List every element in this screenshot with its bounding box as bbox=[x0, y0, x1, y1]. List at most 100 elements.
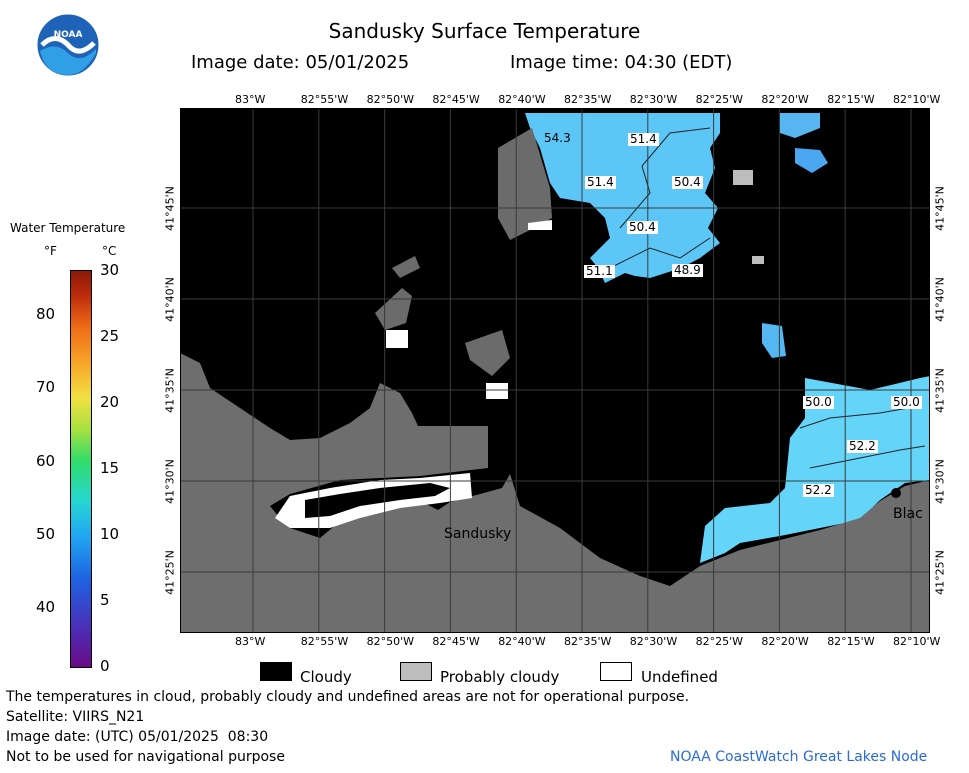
longitude-label: 82°30'W bbox=[629, 635, 678, 648]
colorbar-f-tick: 60 bbox=[36, 451, 56, 470]
temp-label: 51.4 bbox=[628, 132, 659, 146]
temp-label: 52.2 bbox=[803, 483, 834, 497]
longitude-label: 82°50'W bbox=[366, 635, 414, 648]
map bbox=[180, 108, 930, 633]
temp-label: 51.4 bbox=[585, 175, 616, 189]
water-fragment bbox=[780, 113, 820, 138]
longitude-label: 82°20'W bbox=[761, 635, 809, 648]
isotherm bbox=[799, 405, 921, 429]
longitude-label: 82°25'W bbox=[695, 635, 743, 648]
latitude-label: 41°45'N bbox=[163, 186, 177, 231]
longitude-label: 82°45'W bbox=[432, 635, 480, 648]
nav-warning: Not to be used for navigational purpose bbox=[6, 749, 285, 765]
undefined-patch bbox=[386, 330, 408, 348]
island-gray bbox=[498, 128, 552, 240]
colorbar-unit-f: °F bbox=[44, 244, 57, 258]
satellite: Satellite: VIIRS_N21 bbox=[6, 709, 145, 725]
credit: NOAA CoastWatch Great Lakes Node bbox=[670, 749, 928, 765]
map-border bbox=[180, 108, 930, 633]
longitude-label: 82°35'W bbox=[564, 635, 612, 648]
legend-undefined-swatch bbox=[600, 662, 632, 681]
colorbar-f-tick: 50 bbox=[36, 525, 56, 543]
colorbar-c-tick: 5 bbox=[100, 591, 110, 609]
temp-label: 54.3 bbox=[542, 131, 573, 145]
graticule bbox=[180, 108, 930, 633]
water-fragment bbox=[762, 323, 786, 358]
longitude-label: 82°25'W bbox=[695, 93, 743, 106]
undefined-patch bbox=[486, 383, 508, 399]
colorbar-title: Water Temperature bbox=[10, 221, 126, 235]
island-gray bbox=[392, 256, 420, 278]
latitude-label: 41°25'N bbox=[933, 550, 947, 595]
longitude-label: 82°15'W bbox=[827, 635, 875, 648]
utc-date: Image date: (UTC) 05/01/2025 08:30 bbox=[6, 729, 269, 745]
noaa-logo-text: NOAA bbox=[54, 30, 83, 40]
temp-label: 51.1 bbox=[584, 264, 615, 278]
image-time: Image time: 04:30 (EDT) bbox=[510, 52, 733, 73]
place-label-black-river: Blac bbox=[893, 506, 923, 522]
colorbar-f-tick: 80 bbox=[36, 305, 56, 323]
latitude-label: 41°45'N bbox=[933, 186, 947, 231]
water-fragment bbox=[795, 148, 828, 173]
cloud-strip bbox=[305, 483, 450, 518]
temp-label: 50.4 bbox=[627, 220, 658, 234]
longitude-label: 82°10'W bbox=[893, 635, 941, 648]
temp-label: 50.0 bbox=[803, 395, 834, 409]
colorbar-f-tick: 40 bbox=[36, 598, 56, 617]
colorbar-c-tick: 0 bbox=[100, 657, 110, 675]
latitude-label: 41°30'N bbox=[933, 459, 947, 504]
colorbar-c-tick: 30 bbox=[100, 261, 120, 279]
temp-label: 48.9 bbox=[672, 263, 703, 277]
page-title: Sandusky Surface Temperature bbox=[328, 19, 641, 43]
probably-cloudy-patch bbox=[752, 256, 764, 264]
colorbar-unit-c: °C bbox=[102, 244, 117, 258]
legend-probably-cloudy-swatch bbox=[400, 662, 432, 681]
longitude-label: 82°55'W bbox=[300, 635, 349, 648]
colorbar-c-tick: 25 bbox=[100, 327, 120, 345]
image-date: Image date: 05/01/2025 bbox=[191, 52, 410, 73]
latitude-label: 41°40'N bbox=[163, 277, 177, 322]
isotherm bbox=[809, 445, 926, 469]
longitude-label: 82°45'W bbox=[432, 93, 480, 106]
latitude-label: 41°30'N bbox=[163, 459, 177, 504]
longitude-label: 82°30'W bbox=[629, 93, 678, 106]
isotherm bbox=[609, 237, 711, 269]
legend-undefined-label: Undefined bbox=[641, 668, 718, 686]
probably-cloudy-patch bbox=[733, 170, 753, 185]
isotherm bbox=[619, 127, 711, 229]
longitude-label: 82°55'W bbox=[300, 93, 349, 106]
legend-cloudy-label: Cloudy bbox=[300, 668, 352, 686]
water-southeast bbox=[700, 376, 930, 563]
colorbar-c-tick: 15 bbox=[100, 459, 120, 477]
land bbox=[180, 353, 930, 633]
longitude-label: 83°W bbox=[235, 93, 266, 106]
longitude-label: 82°10'W bbox=[893, 93, 941, 106]
legend-cloudy-swatch bbox=[260, 662, 292, 681]
latitude-label: 41°40'N bbox=[933, 277, 947, 322]
longitude-label: 82°35'W bbox=[564, 93, 612, 106]
city-marker bbox=[891, 488, 901, 498]
temp-label: 50.0 bbox=[891, 395, 922, 409]
latitude-label: 41°25'N bbox=[163, 550, 177, 595]
undefined-patch bbox=[528, 220, 552, 230]
longitude-label: 82°15'W bbox=[827, 93, 875, 106]
latitude-label: 41°35'N bbox=[933, 368, 947, 413]
colorbar-c-tick: 20 bbox=[100, 393, 120, 411]
colorbar-c-tick: 10 bbox=[100, 525, 120, 543]
legend-probably-cloudy-label: Probably cloudy bbox=[440, 668, 560, 686]
longitude-label: 82°20'W bbox=[761, 93, 809, 106]
temp-label: 50.4 bbox=[672, 175, 703, 189]
colorbar-f-tick: 70 bbox=[36, 378, 56, 397]
noaa-logo: NOAA bbox=[36, 13, 100, 77]
longitude-label: 82°50'W bbox=[366, 93, 414, 106]
latitude-label: 41°35'N bbox=[163, 368, 177, 413]
island-gray bbox=[465, 330, 510, 376]
temp-label: 52.2 bbox=[847, 439, 878, 453]
longitude-label: 83°W bbox=[235, 635, 266, 648]
colorbar bbox=[70, 270, 92, 668]
water-north bbox=[525, 113, 720, 283]
longitude-label: 82°40'W bbox=[498, 635, 546, 648]
place-label-sandusky: Sandusky bbox=[444, 526, 512, 542]
longitude-label: 82°40'W bbox=[498, 93, 546, 106]
disclaimer: The temperatures in cloud, probably clou… bbox=[6, 689, 690, 705]
